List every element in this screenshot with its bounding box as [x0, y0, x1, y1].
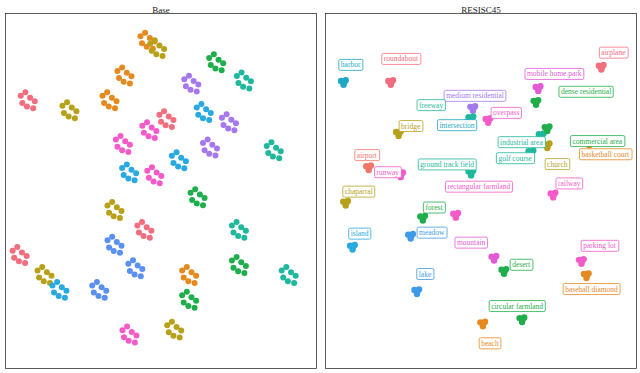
svg-text:rectangular farmland: rectangular farmland	[448, 182, 511, 191]
svg-text:intersection: intersection	[440, 121, 475, 130]
svg-text:beach: beach	[481, 339, 499, 348]
svg-text:overpass: overpass	[493, 108, 519, 117]
svg-text:airplane: airplane	[601, 48, 626, 57]
svg-text:Base: Base	[152, 5, 170, 15]
svg-text:roundabout: roundabout	[384, 54, 419, 63]
svg-text:medium residential: medium residential	[446, 91, 504, 100]
svg-text:lake: lake	[419, 270, 432, 279]
svg-text:airport: airport	[357, 151, 378, 160]
svg-text:meadow: meadow	[419, 228, 445, 237]
svg-text:RESISC45: RESISC45	[461, 5, 501, 15]
svg-text:church: church	[547, 160, 568, 169]
svg-text:ground track field: ground track field	[420, 160, 474, 169]
svg-text:harbor: harbor	[341, 60, 361, 69]
svg-text:basketball court: basketball court	[581, 150, 630, 159]
svg-text:mobile home park: mobile home park	[527, 69, 582, 78]
svg-text:bridge: bridge	[401, 122, 421, 131]
svg-text:forest: forest	[425, 203, 443, 212]
svg-text:parking lot: parking lot	[583, 241, 617, 250]
svg-text:dense residential: dense residential	[561, 87, 611, 96]
svg-text:mountain: mountain	[457, 238, 486, 247]
svg-text:circular farmland: circular farmland	[491, 302, 543, 311]
svg-text:railway: railway	[558, 179, 581, 188]
svg-text:island: island	[351, 229, 369, 238]
svg-text:freeway: freeway	[419, 101, 443, 110]
svg-text:industrial area: industrial area	[500, 138, 543, 147]
svg-text:chaparral: chaparral	[345, 187, 373, 196]
svg-text:golf course: golf course	[498, 154, 532, 163]
svg-text:commercial area: commercial area	[572, 137, 622, 146]
svg-text:desert: desert	[512, 260, 531, 269]
svg-text:runway: runway	[377, 168, 400, 177]
svg-text:baseball diamond: baseball diamond	[565, 285, 618, 294]
